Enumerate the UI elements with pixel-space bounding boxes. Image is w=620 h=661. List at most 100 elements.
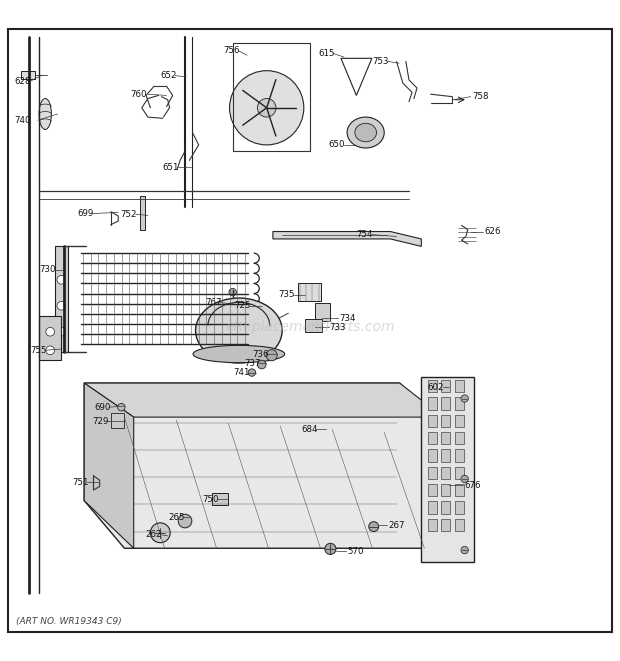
Bar [111,412,125,428]
Bar [441,432,450,444]
Polygon shape [84,383,134,548]
Polygon shape [273,231,422,247]
Bar [454,519,464,531]
Bar [454,414,464,427]
Text: 756: 756 [223,46,240,56]
Bar [298,284,321,301]
Text: 267: 267 [389,521,405,530]
Bar [428,484,437,496]
Circle shape [57,327,66,336]
Text: 740: 740 [14,116,31,125]
Text: 725: 725 [234,301,251,310]
Text: 754: 754 [356,230,373,239]
Text: 736: 736 [252,350,268,358]
Circle shape [151,523,170,543]
Bar [441,484,450,496]
Text: 730: 730 [39,265,56,274]
Circle shape [461,547,468,554]
Polygon shape [84,383,443,417]
Bar [454,432,464,444]
Text: 729: 729 [92,417,108,426]
Bar [428,414,437,427]
Bar [428,397,437,410]
Circle shape [461,395,468,403]
Text: 684: 684 [301,425,318,434]
Text: 676: 676 [464,481,481,490]
Polygon shape [84,383,443,548]
Bar [21,71,35,79]
Text: 690: 690 [94,403,110,412]
Text: 651: 651 [163,163,179,172]
Circle shape [57,276,66,284]
Text: 699: 699 [78,209,94,218]
Bar [212,492,228,505]
Ellipse shape [347,117,384,148]
Bar [441,519,450,531]
Bar [428,467,437,479]
Bar [441,467,450,479]
Text: 758: 758 [472,92,489,101]
Bar [441,397,450,410]
Circle shape [325,543,336,555]
Circle shape [46,346,55,354]
Circle shape [57,301,66,310]
Ellipse shape [195,298,282,363]
Bar [454,449,464,461]
Ellipse shape [355,123,376,142]
Text: 737: 737 [244,359,261,368]
Text: 760: 760 [131,90,147,98]
Bar [422,377,474,563]
Text: 741: 741 [233,368,250,377]
Text: 628: 628 [14,77,31,86]
Circle shape [257,360,266,369]
Bar [454,484,464,496]
Circle shape [369,522,379,531]
Text: 755: 755 [30,346,47,355]
Text: 753: 753 [372,57,388,66]
Ellipse shape [39,98,51,130]
Bar [441,380,450,393]
Text: 262: 262 [146,530,162,539]
Circle shape [118,403,125,411]
Bar [454,501,464,514]
Bar [441,449,450,461]
Bar [454,380,464,393]
Text: 615: 615 [318,49,335,58]
Text: 602: 602 [428,383,444,392]
Circle shape [257,98,276,117]
Text: 751: 751 [73,477,89,486]
Bar [55,246,68,352]
Bar [140,196,146,230]
Circle shape [248,369,255,376]
Text: 752: 752 [121,210,137,219]
Circle shape [266,350,277,361]
Bar [428,432,437,444]
Text: 265: 265 [169,513,185,522]
Bar [441,414,450,427]
Text: 652: 652 [161,71,177,80]
Text: 650: 650 [329,140,345,149]
Bar [454,467,464,479]
Text: (ART NO. WR19343 C9): (ART NO. WR19343 C9) [16,617,122,626]
Bar [428,519,437,531]
Bar [441,501,450,514]
Bar [428,501,437,514]
Text: 626: 626 [484,227,501,236]
Bar [428,449,437,461]
Ellipse shape [193,345,285,363]
Circle shape [178,514,192,528]
Bar [428,380,437,393]
Text: 735: 735 [278,290,294,299]
Circle shape [229,288,236,296]
Bar [39,316,61,360]
Bar [315,303,330,321]
Circle shape [46,327,55,336]
Bar [454,397,464,410]
Text: eReplacementParts.com: eReplacementParts.com [225,321,395,334]
Bar [305,319,322,332]
Circle shape [461,475,468,483]
Text: 734: 734 [339,313,356,323]
Text: 767: 767 [205,298,221,307]
Text: 570: 570 [347,547,363,556]
Text: 733: 733 [330,323,347,332]
